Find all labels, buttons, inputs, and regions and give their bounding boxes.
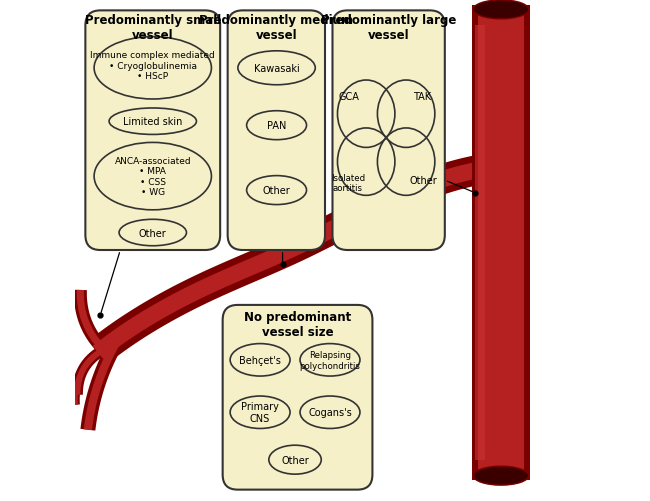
Text: Primary
CNS: Primary CNS [241, 402, 279, 423]
Ellipse shape [473, 466, 528, 485]
Polygon shape [84, 338, 122, 430]
Polygon shape [71, 354, 96, 405]
Text: Behçet's: Behçet's [239, 355, 281, 365]
Text: Predominantly small
vessel: Predominantly small vessel [84, 14, 221, 42]
FancyBboxPatch shape [227, 12, 325, 250]
Polygon shape [81, 337, 124, 431]
Polygon shape [77, 290, 107, 353]
Text: Immune complex mediated
• Cryoglobulinemia
• HScP: Immune complex mediated • Cryoglobulinem… [90, 51, 215, 81]
Text: Kawasaki: Kawasaki [254, 64, 300, 74]
Polygon shape [73, 356, 95, 405]
Text: PAN: PAN [267, 121, 286, 131]
Text: No predominant
vessel size: No predominant vessel size [244, 310, 351, 338]
Polygon shape [88, 156, 480, 364]
FancyBboxPatch shape [333, 12, 445, 250]
Text: Other: Other [410, 176, 437, 186]
Polygon shape [72, 348, 102, 395]
FancyBboxPatch shape [85, 12, 220, 250]
Text: GCA: GCA [338, 92, 359, 102]
Text: Limited skin: Limited skin [123, 117, 183, 127]
Polygon shape [93, 163, 479, 359]
Text: Other: Other [281, 455, 309, 465]
Text: Predominantly medium
vessel: Predominantly medium vessel [200, 14, 354, 42]
Text: Isolated
aortitis: Isolated aortitis [331, 173, 365, 193]
Text: TAK: TAK [413, 92, 431, 102]
Polygon shape [478, 12, 524, 475]
Polygon shape [473, 7, 530, 479]
Text: Other: Other [139, 228, 166, 238]
Text: Relapsing
polychondritis: Relapsing polychondritis [300, 350, 361, 370]
Polygon shape [74, 290, 109, 355]
Text: ANCA-associated
• MPA
• CSS
• WG: ANCA-associated • MPA • CSS • WG [114, 157, 191, 197]
Text: Predominantly large
vessel: Predominantly large vessel [321, 14, 456, 42]
Text: Cogans's: Cogans's [308, 407, 352, 417]
Text: Other: Other [263, 186, 291, 196]
Ellipse shape [473, 1, 528, 20]
FancyBboxPatch shape [223, 305, 372, 489]
Polygon shape [74, 350, 101, 395]
Polygon shape [475, 26, 486, 460]
